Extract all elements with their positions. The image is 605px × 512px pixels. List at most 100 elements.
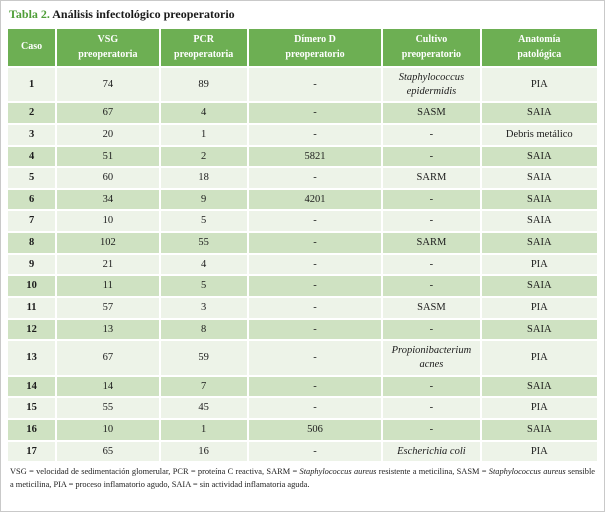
table-caption: Análisis infectológico preoperatorio — [49, 7, 235, 21]
cell-pcr: 5 — [160, 276, 247, 297]
cell-dimero: - — [248, 376, 382, 397]
cell-pcr: 16 — [160, 441, 247, 462]
column-header-vsg: VSG preoperatoria — [57, 29, 159, 66]
table-row: 14 14 7- - SAIA — [8, 376, 597, 397]
footnote-species-name: Staphylococcus aureus — [488, 467, 566, 477]
cell-pcr: 7 — [160, 376, 247, 397]
cell-caso: 13 — [8, 341, 56, 375]
table-title: Tabla 2. Análisis infectológico preopera… — [9, 7, 596, 22]
cell-dimero: - — [248, 398, 382, 418]
cell-vsg: 55 — [57, 398, 159, 418]
cell-cultivo: - — [383, 146, 480, 167]
cell-caso: 8 — [8, 233, 56, 253]
table-row: 6 34 9 4201- SAIA — [8, 189, 597, 210]
cell-caso: 17 — [8, 441, 56, 462]
table-row: 2 67 4- SASM SAIA — [8, 103, 597, 123]
cell-cultivo: Escherichia coli — [383, 441, 480, 462]
cell-cultivo: Staphylococcus epidermidis — [383, 68, 480, 102]
column-header-anatomia: Anatomía patológica — [481, 29, 597, 66]
cell-vsg: 60 — [57, 168, 159, 188]
cell-cultivo: - — [383, 419, 480, 440]
cell-anatomia: PIA — [481, 254, 597, 275]
footnote-text: sensible a meticilina, PIA = proceso inf… — [10, 467, 595, 489]
cell-anatomia: SAIA — [481, 146, 597, 167]
cell-anatomia: SAIA — [481, 319, 597, 340]
cell-anatomia: Debris metálico — [481, 124, 597, 145]
cell-pcr: 9 — [160, 189, 247, 210]
cell-vsg: 10 — [57, 419, 159, 440]
cell-dimero: - — [248, 298, 382, 318]
cell-dimero: - — [248, 319, 382, 340]
table-header-row: Caso VSG preoperatoria PCR preoperatoria Dí… — [8, 29, 597, 66]
table-row: 13 67 59- Propionibacterium acnes PIA — [8, 341, 597, 375]
cell-cultivo: - — [383, 376, 480, 397]
cell-cultivo: - — [383, 319, 480, 340]
cell-caso: 11 — [8, 298, 56, 318]
cell-pcr: 18 — [160, 168, 247, 188]
cell-pcr: 2 — [160, 146, 247, 167]
cell-caso: 16 — [8, 419, 56, 440]
cell-caso: 9 — [8, 254, 56, 275]
cell-vsg: 13 — [57, 319, 159, 340]
table-row: 16 10 1 506- SAIA — [8, 419, 597, 440]
cell-anatomia: SAIA — [481, 168, 597, 188]
cell-dimero: - — [248, 441, 382, 462]
table-number-label: Tabla 2. — [9, 7, 50, 21]
cell-pcr: 55 — [160, 233, 247, 253]
cell-caso: 5 — [8, 168, 56, 188]
table-row: 7 10 5- - SAIA — [8, 211, 597, 232]
cell-pcr: 45 — [160, 398, 247, 418]
cell-anatomia: SAIA — [481, 276, 597, 297]
data-table: Caso VSG preoperatoria PCR preoperatoria Dí… — [6, 27, 599, 463]
column-header-caso: Caso — [8, 29, 56, 66]
cell-anatomia: SAIA — [481, 211, 597, 232]
cell-dimero: - — [248, 341, 382, 375]
cell-pcr: 4 — [160, 103, 247, 123]
cell-anatomia: PIA — [481, 298, 597, 318]
table-row: 12 13 8- - SAIA — [8, 319, 597, 340]
column-header-pcr: PCR preoperatoria — [160, 29, 247, 66]
cell-caso: 7 — [8, 211, 56, 232]
cell-dimero: 5821 — [248, 146, 382, 167]
cell-caso: 10 — [8, 276, 56, 297]
table-row: 17 65 16- Escherichia coli PIA — [8, 441, 597, 462]
table-row: 3 20 1- - Debris metálico — [8, 124, 597, 145]
cell-pcr: 1 — [160, 124, 247, 145]
table-row: 4 51 2 5821- SAIA — [8, 146, 597, 167]
table-row: 5 60 18- SARM SAIA — [8, 168, 597, 188]
cell-dimero: - — [248, 168, 382, 188]
cell-vsg: 102 — [57, 233, 159, 253]
cell-cultivo: - — [383, 189, 480, 210]
footnote-abbreviations: VSG = velocidad de sedimentación glomeru… — [10, 466, 595, 491]
cell-caso: 1 — [8, 68, 56, 102]
cell-vsg: 57 — [57, 298, 159, 318]
cell-dimero: - — [248, 124, 382, 145]
cell-pcr: 89 — [160, 68, 247, 102]
table-row: 8 102 55- SARM SAIA — [8, 233, 597, 253]
cell-cultivo: - — [383, 254, 480, 275]
cell-vsg: 51 — [57, 146, 159, 167]
cell-dimero: - — [248, 254, 382, 275]
cell-pcr: 59 — [160, 341, 247, 375]
cell-cultivo: SARM — [383, 233, 480, 253]
cell-vsg: 67 — [57, 341, 159, 375]
footnote-text: VSG = velocidad de sedimentación glomeru… — [10, 467, 300, 477]
cell-dimero: - — [248, 211, 382, 232]
table-row: 1 74 89- Staphylococcus epidermidis PIA — [8, 68, 597, 102]
cell-dimero: - — [248, 233, 382, 253]
cell-anatomia: SAIA — [481, 189, 597, 210]
cell-caso: 14 — [8, 376, 56, 397]
table-row: 10 11 5- - SAIA — [8, 276, 597, 297]
cell-vsg: 14 — [57, 376, 159, 397]
cell-pcr: 4 — [160, 254, 247, 275]
cell-caso: 4 — [8, 146, 56, 167]
cell-anatomia: PIA — [481, 341, 597, 375]
cell-caso: 2 — [8, 103, 56, 123]
cell-vsg: 65 — [57, 441, 159, 462]
cell-vsg: 67 — [57, 103, 159, 123]
table-row: 9 21 4- - PIA — [8, 254, 597, 275]
cell-dimero: - — [248, 276, 382, 297]
cell-cultivo: Propionibacterium acnes — [383, 341, 480, 375]
cell-anatomia: PIA — [481, 441, 597, 462]
cell-anatomia: SAIA — [481, 376, 597, 397]
